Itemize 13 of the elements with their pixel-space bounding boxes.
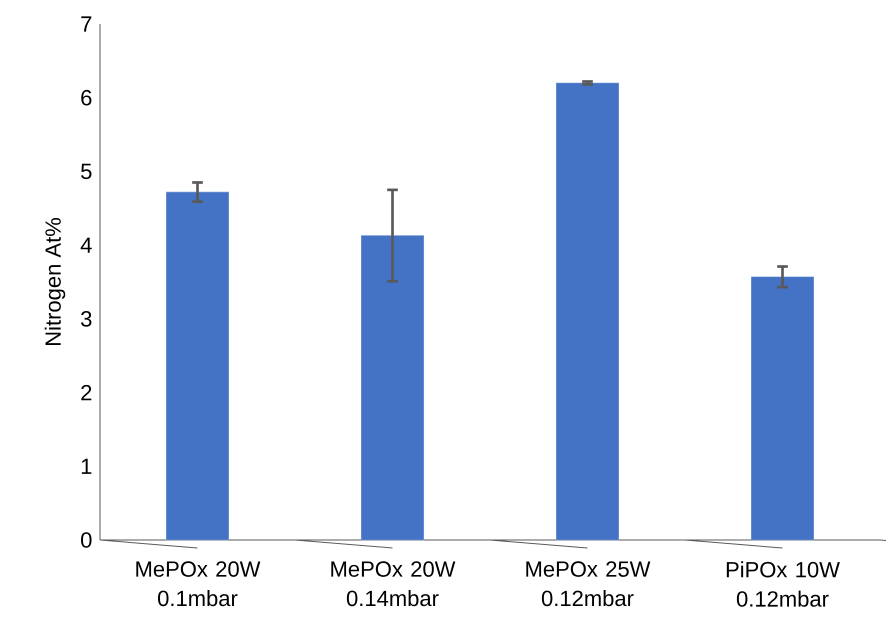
y-axis-title: Nitrogen At%	[44, 218, 66, 346]
x-tick-label: MePOx 25W 0.12mbar	[526, 561, 650, 606]
y-tick-label: 7	[81, 16, 92, 32]
y-tick-label: 1	[82, 458, 92, 474]
y-tick-label: 2	[81, 384, 92, 400]
y-tick-label: 4	[80, 238, 92, 253]
y-tick-label: 3	[81, 311, 92, 327]
y-tick-label: 0	[81, 532, 92, 548]
y-tick-label: 5	[81, 164, 92, 180]
x-tick-label: MePOx 20W 0.1mbar	[136, 561, 260, 606]
y-tick-label: 6	[81, 90, 92, 106]
x-tick-label: PiPOx 10W 0.12mbar	[726, 561, 840, 607]
x-tick-label: MePOx 20W 0.14mbar	[331, 561, 456, 606]
